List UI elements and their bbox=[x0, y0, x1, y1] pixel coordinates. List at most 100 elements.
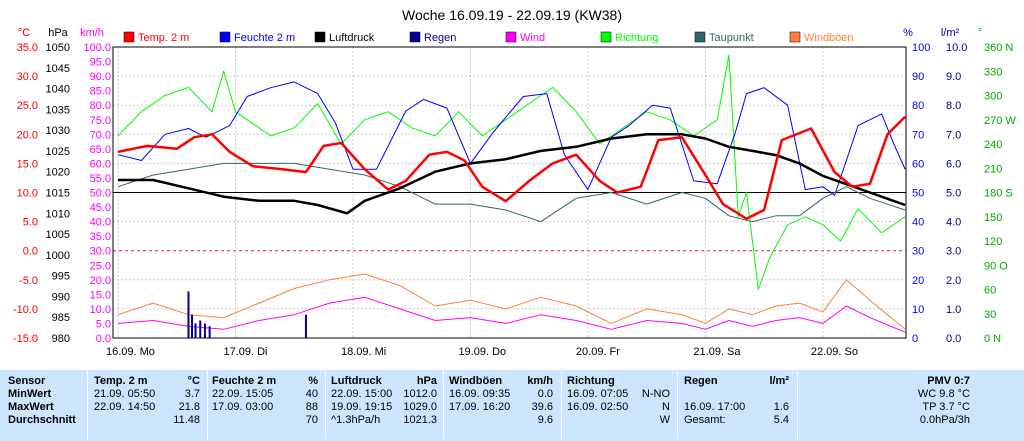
direction-min-date: 16.09. bbox=[567, 388, 598, 400]
y-tick-label-wind: 90.0 bbox=[90, 71, 111, 83]
stats-divider bbox=[325, 370, 326, 441]
y-tick-label-wind: 85.0 bbox=[90, 86, 111, 98]
y-tick-label-direction: 330 bbox=[984, 66, 1002, 78]
y-tick-label-wind: 10.0 bbox=[90, 304, 111, 316]
y-tick-label-rain: 5.0 bbox=[946, 188, 961, 200]
axis-unit-rain: l/m² bbox=[941, 27, 960, 39]
gusts-min-time: 09:35 bbox=[482, 388, 511, 400]
temp-min-date: 21.09. bbox=[94, 388, 125, 400]
temp-avg-value: 11.48 bbox=[173, 414, 200, 426]
y-tick-label-direction: 180 S bbox=[984, 188, 1013, 200]
y-tick-label-humidity: 10 bbox=[912, 304, 924, 316]
y-tick-label-pressure: 1030 bbox=[46, 125, 70, 137]
temp-max-value: 21.8 bbox=[178, 401, 200, 413]
x-tick-label: 21.09. Sa bbox=[693, 346, 741, 358]
pmv-pressure-trend: 0.0hPa/3h bbox=[919, 414, 970, 426]
y-tick-label-pressure: 1050 bbox=[46, 42, 70, 54]
y-tick-label-pressure: 1025 bbox=[46, 146, 70, 158]
y-tick-label-direction: 300 bbox=[984, 91, 1002, 103]
stats-panel: Sensor MinWert MaxWert Durchschnitt Temp… bbox=[0, 370, 1024, 441]
y-tick-label-temp: 30.0 bbox=[17, 71, 38, 83]
y-tick-label-wind: 30.0 bbox=[90, 246, 111, 258]
stats-divider bbox=[443, 370, 444, 441]
stats-col-sensor: Sensor MinWert MaxWert Durchschnitt bbox=[8, 375, 84, 427]
gusts-max-date: 17.09. bbox=[449, 401, 480, 413]
y-tick-label-rain: 8.0 bbox=[946, 100, 961, 112]
y-tick-label-humidity: 70 bbox=[912, 129, 924, 141]
y-tick-label-pressure: 980 bbox=[52, 333, 70, 345]
rain-bar bbox=[187, 291, 190, 338]
x-tick-label: 18.09. Mi bbox=[341, 346, 386, 358]
y-tick-label-pressure: 1000 bbox=[46, 250, 70, 262]
legend-label: Regen bbox=[424, 32, 456, 44]
y-tick-label-rain: 6.0 bbox=[946, 158, 961, 170]
y-tick-label-pressure: 1010 bbox=[46, 208, 70, 220]
chart-title: Woche 16.09.19 - 22.09.19 (KW38) bbox=[402, 7, 622, 23]
stats-unit-pressure: hPa bbox=[416, 375, 437, 387]
temp-max-date: 22.09. bbox=[94, 401, 125, 413]
pmv-header: PMV 0:7 bbox=[927, 375, 970, 387]
rain-bar bbox=[199, 320, 202, 338]
y-tick-label-rain: 10.0 bbox=[946, 42, 967, 54]
y-tick-label-direction: 240 bbox=[984, 139, 1002, 151]
y-tick-label-temp: 10.0 bbox=[17, 188, 38, 200]
stats-unit-rain: l/m² bbox=[769, 375, 789, 387]
direction-avg-value: W bbox=[659, 414, 670, 426]
pressure-min-value: 1012.0 bbox=[403, 388, 437, 400]
y-tick-label-wind: 25.0 bbox=[90, 260, 111, 272]
gusts-avg-value: 9.6 bbox=[537, 414, 553, 426]
y-tick-label-rain: 3.0 bbox=[946, 246, 961, 258]
axis-unit-wind: km/h bbox=[80, 27, 104, 39]
y-tick-label-wind: 40.0 bbox=[90, 217, 111, 229]
stats-col-pressure: Luftdruck hPa 22.09. 15:00 1012.0 19.09. 1… bbox=[331, 375, 437, 427]
legend-swatch bbox=[123, 31, 135, 43]
y-tick-label-pressure: 1035 bbox=[46, 104, 70, 116]
stats-divider bbox=[677, 370, 678, 441]
x-tick-label: 19.09. Do bbox=[458, 346, 506, 358]
gusts-min-date: 16.09. bbox=[449, 388, 480, 400]
y-tick-label-humidity: 60 bbox=[912, 158, 924, 170]
legend-swatch bbox=[314, 31, 326, 43]
stats-label-avg: Durchschnitt bbox=[8, 414, 76, 426]
stats-header-direction: Richtung bbox=[567, 375, 615, 387]
y-tick-label-wind: 80.0 bbox=[90, 100, 111, 112]
legend-swatch bbox=[789, 31, 801, 43]
stats-col-humidity: Feuchte 2 m% 22.09. 15:05 40 17.09. 03:00… bbox=[212, 375, 318, 427]
stats-col-pmv: PMV 0:7 WC 9.8 °C TP 3.7 °C 0.0hPa/3h bbox=[806, 375, 970, 427]
y-tick-label-temp: 35.0 bbox=[17, 42, 38, 54]
direction-max-time: 02:50 bbox=[600, 401, 629, 413]
y-tick-label-rain: 2.0 bbox=[946, 275, 961, 287]
gusts-min-value: 0.0 bbox=[537, 388, 553, 400]
stats-divider bbox=[561, 370, 562, 441]
legend-swatch bbox=[505, 31, 517, 43]
legend-swatch bbox=[409, 31, 421, 43]
y-tick-label-temp: 15.0 bbox=[17, 158, 38, 170]
humidity-min-date: 22.09. bbox=[212, 388, 243, 400]
stats-header-rain: Regen bbox=[684, 375, 718, 387]
y-tick-label-pressure: 1015 bbox=[46, 188, 70, 200]
stats-unit-gusts: km/h bbox=[527, 375, 553, 387]
axis-unit-pressure: hPa bbox=[48, 27, 68, 39]
weather-chart: Woche 16.09.19 - 22.09.19 (KW38) °C hPa … bbox=[13, 7, 1016, 358]
pmv-windchill: WC 9.8 °C bbox=[917, 388, 970, 400]
stats-header-gusts: Windböen bbox=[449, 375, 503, 387]
rain-bar bbox=[304, 314, 307, 338]
y-tick-label-humidity: 20 bbox=[912, 275, 924, 287]
rain-bar bbox=[191, 314, 194, 338]
y-tick-label-pressure: 1020 bbox=[46, 167, 70, 179]
gusts-max-value: 39.6 bbox=[531, 401, 553, 413]
stats-unit-temp: °C bbox=[187, 375, 200, 387]
legend-label: Temp. 2 m bbox=[138, 32, 189, 44]
series-line-wind bbox=[117, 296, 906, 333]
y-tick-label-wind: 45.0 bbox=[90, 202, 111, 214]
y-tick-label-direction: 210 bbox=[984, 163, 1002, 175]
y-tick-label-pressure: 990 bbox=[52, 291, 70, 303]
gusts-max-time: 16:20 bbox=[482, 401, 511, 413]
y-tick-label-humidity: 50 bbox=[912, 188, 924, 200]
legend-label: Taupunkt bbox=[709, 32, 754, 44]
y-tick-label-humidity: 100 bbox=[912, 42, 930, 54]
x-tick-label: 17.09. Di bbox=[223, 346, 267, 358]
temp-max-time: 14:50 bbox=[127, 401, 156, 413]
y-tick-label-direction: 120 bbox=[984, 236, 1002, 248]
y-tick-label-temp: 20.0 bbox=[17, 129, 38, 141]
